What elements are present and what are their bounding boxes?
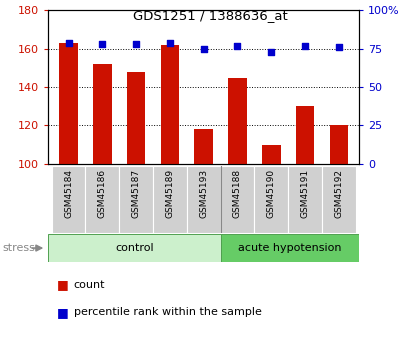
Bar	[194, 129, 213, 164]
Bar	[127, 72, 145, 164]
FancyBboxPatch shape	[255, 166, 288, 233]
FancyBboxPatch shape	[288, 166, 322, 233]
Text: GSM45187: GSM45187	[131, 169, 141, 218]
FancyBboxPatch shape	[220, 166, 255, 233]
Point	[99, 41, 106, 47]
Point	[336, 45, 342, 50]
FancyBboxPatch shape	[48, 234, 221, 262]
Text: GSM45193: GSM45193	[199, 169, 208, 218]
FancyBboxPatch shape	[52, 166, 85, 233]
Point	[302, 43, 308, 48]
Text: control: control	[115, 243, 154, 253]
Text: acute hypotension: acute hypotension	[238, 243, 341, 253]
Bar	[160, 45, 179, 164]
Bar	[262, 145, 281, 164]
Text: GSM45188: GSM45188	[233, 169, 242, 218]
FancyBboxPatch shape	[85, 166, 119, 233]
Text: GSM45191: GSM45191	[301, 169, 310, 218]
FancyBboxPatch shape	[153, 166, 187, 233]
Point	[167, 40, 173, 45]
Text: stress: stress	[2, 243, 35, 253]
Text: ■: ■	[57, 278, 68, 291]
Text: GSM45186: GSM45186	[98, 169, 107, 218]
FancyBboxPatch shape	[322, 166, 356, 233]
Text: GSM45192: GSM45192	[334, 169, 343, 218]
Text: percentile rank within the sample: percentile rank within the sample	[74, 307, 261, 317]
Point	[65, 40, 72, 45]
FancyBboxPatch shape	[187, 166, 220, 233]
FancyBboxPatch shape	[220, 234, 359, 262]
Point	[133, 41, 139, 47]
Point	[268, 49, 275, 55]
Text: GSM45189: GSM45189	[165, 169, 174, 218]
Text: count: count	[74, 280, 105, 289]
Bar	[59, 43, 78, 164]
FancyBboxPatch shape	[119, 166, 153, 233]
Bar	[330, 126, 348, 164]
Bar	[296, 106, 314, 164]
Text: ■: ■	[57, 306, 68, 319]
Text: GSM45190: GSM45190	[267, 169, 276, 218]
Point	[234, 43, 241, 48]
Point	[200, 46, 207, 51]
Text: GSM45184: GSM45184	[64, 169, 73, 218]
Bar	[228, 78, 247, 164]
Bar	[93, 64, 112, 164]
Text: GDS1251 / 1388636_at: GDS1251 / 1388636_at	[133, 9, 287, 22]
